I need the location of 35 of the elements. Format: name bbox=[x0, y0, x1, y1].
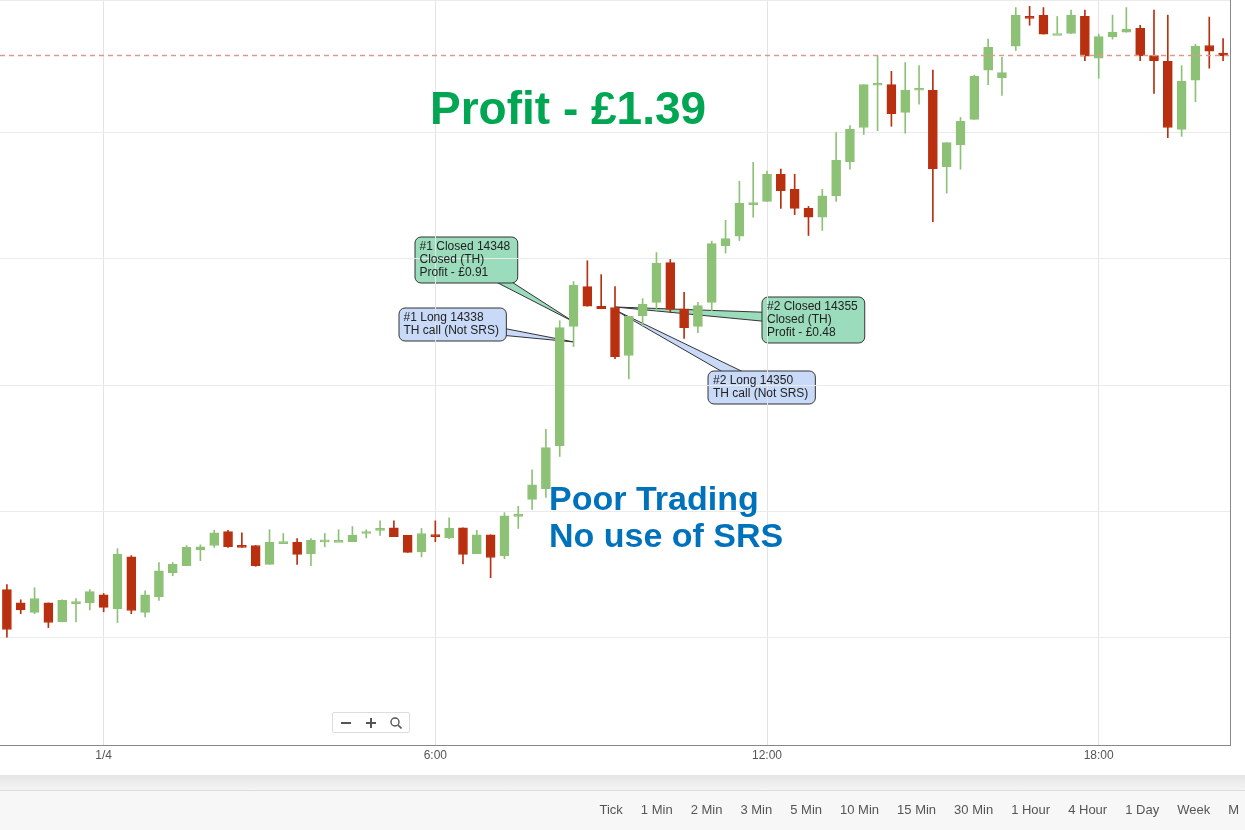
text: 30 Min bbox=[954, 802, 994, 817]
candlestick bbox=[748, 161, 759, 218]
text: 1 Hour bbox=[1011, 802, 1051, 817]
text: Tick bbox=[599, 802, 623, 817]
x-tick-label: 1/4 bbox=[95, 747, 113, 762]
candlestick bbox=[1204, 16, 1215, 69]
text: 10 Min bbox=[840, 802, 880, 817]
text: M bbox=[1228, 802, 1239, 817]
candlestick bbox=[1052, 16, 1063, 36]
candlestick bbox=[237, 532, 247, 548]
text: 3 Min bbox=[740, 802, 773, 817]
text: 5 Min bbox=[790, 802, 823, 817]
candlestick bbox=[71, 598, 81, 623]
text: 15 Min bbox=[897, 802, 937, 817]
candlestick bbox=[914, 65, 924, 105]
annotation: Profit - £1.39 bbox=[430, 82, 707, 134]
x-tick-label: 18:00 bbox=[1083, 747, 1115, 762]
text: Week bbox=[1177, 802, 1211, 817]
text: 4 Hour bbox=[1068, 802, 1108, 817]
annotation: #1 Long 14338 TH call (Not SRS) bbox=[403, 310, 499, 337]
candlestick bbox=[513, 506, 524, 529]
x-tick-label: 6:00 bbox=[423, 747, 448, 762]
annotation: #2 Long 14350 TH call (Not SRS) bbox=[713, 373, 809, 400]
candlestick bbox=[375, 520, 385, 536]
x-tick-label: 12:00 bbox=[752, 747, 783, 762]
annotation: Poor Trading No use of SRS bbox=[549, 479, 784, 554]
annotation: #2 Closed 14355 Closed (TH) Profit - £0.48 bbox=[767, 299, 858, 339]
text: 1 Day bbox=[1125, 802, 1160, 817]
text: 2 Min bbox=[690, 802, 723, 817]
candlestick bbox=[319, 533, 330, 548]
candlestick bbox=[997, 57, 1007, 96]
candlestick bbox=[1149, 9, 1159, 94]
candlestick bbox=[278, 533, 289, 545]
text: 1 Min bbox=[640, 802, 673, 817]
annotation: #1 Closed 14348 Closed (TH) Profit - £0.91 bbox=[419, 239, 511, 279]
